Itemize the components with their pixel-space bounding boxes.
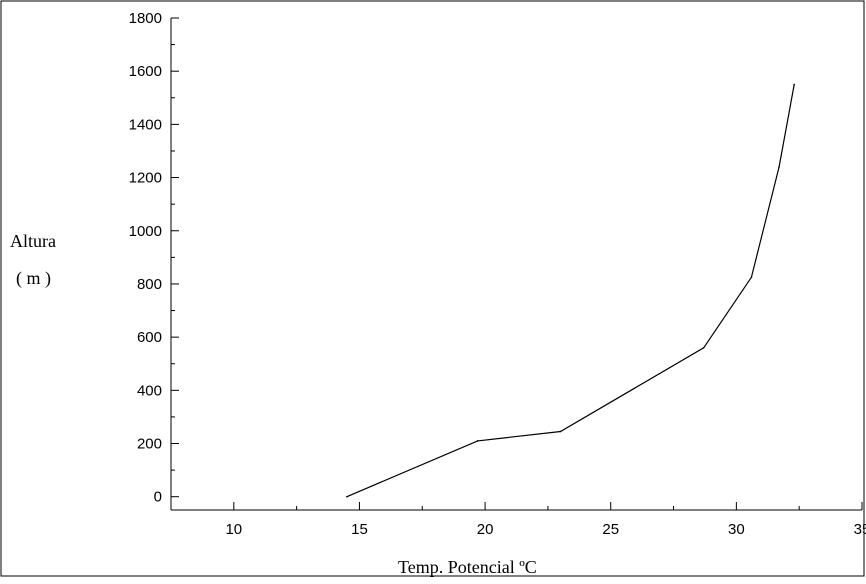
data-point <box>476 440 479 442</box>
x-tick-label-25: 25 <box>602 521 619 538</box>
data-point <box>750 276 753 279</box>
data-point <box>559 430 562 433</box>
y-tick-label-600: 600 <box>137 329 162 346</box>
y-tick-label-1000: 1000 <box>129 223 162 240</box>
y-axis-unit: ( m ) <box>16 268 51 289</box>
x-tick-label-30: 30 <box>728 521 745 538</box>
y-tick-label-1800: 1800 <box>129 10 162 27</box>
y-tick-label-1400: 1400 <box>129 116 162 133</box>
x-tick-label-15: 15 <box>351 521 368 538</box>
x-axis-label: Temp. Potencial ºC <box>398 557 537 577</box>
y-tick-label-0: 0 <box>154 489 162 506</box>
x-tick-label-10: 10 <box>225 521 242 538</box>
y-tick-label-400: 400 <box>137 382 162 399</box>
plot-area <box>346 83 795 498</box>
data-point <box>346 495 348 498</box>
x-tick-label-20: 20 <box>477 521 494 538</box>
y-tick-label-800: 800 <box>137 276 162 293</box>
axes <box>170 18 862 511</box>
data-point <box>778 166 780 168</box>
y-tick-label-200: 200 <box>137 436 162 453</box>
y-tick-label-1200: 1200 <box>129 170 162 187</box>
x-tick-label-35: 35 <box>854 521 866 538</box>
y-axis-label: Altura <box>10 231 56 251</box>
data-point <box>793 83 795 86</box>
ticks: 0 200 400 600 800 1000 1200 1400 1600 1800 10 15 20 2… <box>129 10 866 538</box>
data-point <box>702 346 705 349</box>
y-tick-label-1600: 1600 <box>129 63 162 80</box>
